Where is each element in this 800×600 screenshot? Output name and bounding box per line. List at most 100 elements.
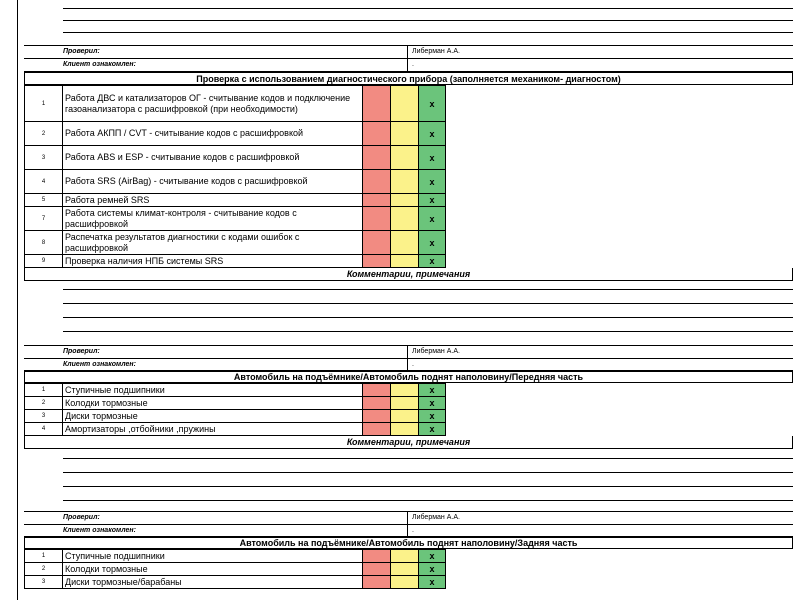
row-number: 9 [24, 254, 63, 268]
status-yellow-cell[interactable] [390, 121, 419, 146]
table-row: 3 Работа ABS и ESP - считывание кодов с … [24, 145, 793, 170]
row-text: Работа ABS и ESP - считывание кодов с ра… [62, 145, 363, 170]
row-number: 1 [24, 85, 63, 122]
comments-header: Комментарии, примечания [24, 436, 793, 449]
table-row: 1 Работа ДВС и катализаторов ОГ - считыв… [24, 85, 793, 122]
status-yellow-cell[interactable] [390, 409, 419, 423]
blank-line [63, 331, 793, 332]
status-green-cell[interactable]: x [418, 254, 446, 268]
status-yellow-cell[interactable] [390, 549, 419, 563]
status-red-cell[interactable] [362, 409, 391, 423]
blank-line [63, 32, 793, 33]
status-yellow-cell[interactable] [390, 193, 419, 207]
empty-cell [445, 254, 793, 268]
status-yellow-cell[interactable] [390, 254, 419, 268]
checked-value: Либерман А.А. [412, 348, 460, 355]
status-yellow-cell[interactable] [390, 169, 419, 194]
blank-line [63, 472, 793, 473]
table-row: 1 Ступичные подшипники x [24, 383, 793, 397]
row-number: 2 [24, 121, 63, 146]
empty-cell [445, 85, 793, 122]
empty-cell [445, 145, 793, 170]
table-row: 9 Проверка наличия НПБ системы SRS x [24, 254, 793, 268]
status-yellow-cell[interactable] [390, 422, 419, 436]
empty-cell [445, 549, 793, 563]
blank-line [63, 317, 793, 318]
comments-header: Комментарии, примечания [24, 268, 793, 281]
status-red-cell[interactable] [362, 145, 391, 170]
status-red-cell[interactable] [362, 549, 391, 563]
status-green-cell[interactable]: x [418, 549, 446, 563]
section-title: Проверка с использованием диагностическо… [24, 72, 793, 85]
status-yellow-cell[interactable] [390, 206, 419, 231]
blank-line [63, 8, 793, 9]
row-text: Колодки тормозные [62, 562, 363, 576]
row-text: Работа ремней SRS [62, 193, 363, 207]
row-number: 3 [24, 575, 63, 589]
status-green-cell[interactable]: x [418, 383, 446, 397]
row-number: 8 [24, 230, 63, 255]
status-green-cell[interactable]: x [418, 206, 446, 231]
row-number: 4 [24, 422, 63, 436]
blank-line [63, 500, 793, 501]
table-row: 3 Диски тормозные x [24, 409, 793, 423]
empty-cell [445, 169, 793, 194]
table-row: 4 Работа SRS (AirBag) - считывание кодов… [24, 169, 793, 194]
empty-cell [445, 575, 793, 589]
status-red-cell[interactable] [362, 422, 391, 436]
row-text: Ступичные подшипники [62, 383, 363, 397]
status-red-cell[interactable] [362, 254, 391, 268]
comment-lines-1 [24, 279, 793, 343]
status-green-cell[interactable]: x [418, 230, 446, 255]
table-row: 2 Колодки тормозные x [24, 396, 793, 410]
status-red-cell[interactable] [362, 562, 391, 576]
status-green-cell[interactable]: x [418, 409, 446, 423]
status-red-cell[interactable] [362, 230, 391, 255]
signature-block-3: Проверил: Либерман А.А. Клиент ознакомле… [24, 511, 793, 538]
row-number: 2 [24, 396, 63, 410]
status-red-cell[interactable] [362, 121, 391, 146]
status-red-cell[interactable] [362, 383, 391, 397]
table-row: 5 Работа ремней SRS x [24, 193, 793, 207]
row-text: Работа системы климат-контроля - считыва… [62, 206, 363, 231]
section-rear-axle: Автомобиль на подъёмнике/Автомобиль подн… [24, 536, 793, 589]
status-yellow-cell[interactable] [390, 575, 419, 589]
status-yellow-cell[interactable] [390, 230, 419, 255]
status-green-cell[interactable]: x [418, 145, 446, 170]
status-red-cell[interactable] [362, 85, 391, 122]
status-yellow-cell[interactable] [390, 145, 419, 170]
section-title: Автомобиль на подъёмнике/Автомобиль подн… [24, 370, 793, 383]
status-red-cell[interactable] [362, 575, 391, 589]
status-green-cell[interactable]: x [418, 85, 446, 122]
row-number: 3 [24, 409, 63, 423]
status-yellow-cell[interactable] [390, 85, 419, 122]
client-label: Клиент ознакомлен: [24, 525, 408, 537]
status-green-cell[interactable]: x [418, 575, 446, 589]
status-red-cell[interactable] [362, 193, 391, 207]
checked-label: Проверил: [24, 512, 408, 524]
status-yellow-cell[interactable] [390, 562, 419, 576]
empty-cell [445, 383, 793, 397]
status-red-cell[interactable] [362, 169, 391, 194]
status-red-cell[interactable] [362, 206, 391, 231]
status-green-cell[interactable]: x [418, 396, 446, 410]
table-row: 2 Работа АКПП / CVT - считывание кодов с… [24, 121, 793, 146]
blank-line [63, 20, 793, 21]
status-green-cell[interactable]: x [418, 121, 446, 146]
client-label: Клиент ознакомлен: [24, 59, 408, 71]
status-red-cell[interactable] [362, 396, 391, 410]
table-row: 4 Амортизаторы ,отбойники ,пружины x [24, 422, 793, 436]
row-text: Проверка наличия НПБ системы SRS [62, 254, 363, 268]
checklist-table: 1 Ступичные подшипники x 2 Колодки тормо… [24, 383, 793, 436]
row-number: 7 [24, 206, 63, 231]
status-green-cell[interactable]: x [418, 422, 446, 436]
status-green-cell[interactable]: x [418, 562, 446, 576]
status-green-cell[interactable]: x [418, 169, 446, 194]
blank-line [63, 486, 793, 487]
status-yellow-cell[interactable] [390, 383, 419, 397]
status-yellow-cell[interactable] [390, 396, 419, 410]
status-green-cell[interactable]: x [418, 193, 446, 207]
left-margin-line [17, 0, 18, 600]
section-front-axle: Автомобиль на подъёмнике/Автомобиль подн… [24, 370, 793, 449]
